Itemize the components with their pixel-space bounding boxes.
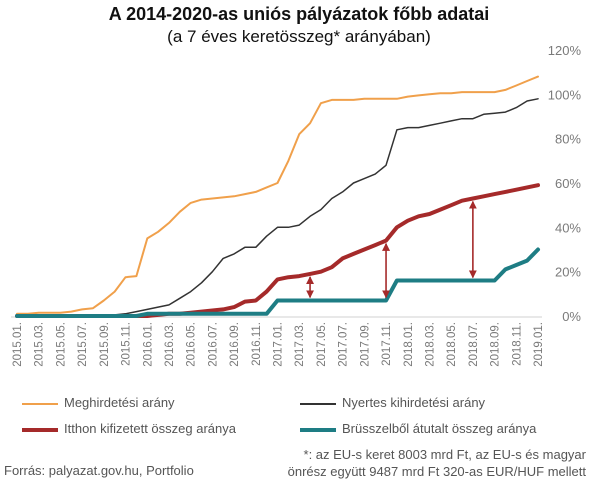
x-tick-label: 2015.09. bbox=[99, 322, 111, 367]
footnote-line-1: *: az EU-s keret 8003 mrd Ft, az EU-s és… bbox=[303, 447, 586, 462]
legend-label-meghirdetesi: Meghirdetési arány bbox=[64, 395, 175, 410]
legend-swatch-brusszel bbox=[300, 428, 336, 432]
y-tick-label: 60% bbox=[555, 176, 581, 191]
x-tick-label: 2015.07. bbox=[77, 322, 89, 367]
x-tick-label: 2018.07. bbox=[468, 322, 480, 367]
x-tick-label: 2017.07. bbox=[338, 322, 350, 367]
y-tick-label: 0% bbox=[562, 309, 581, 324]
x-tick-label: 2017.03. bbox=[294, 322, 306, 367]
x-tick-label: 2016.03. bbox=[164, 322, 176, 367]
footnote: *: az EU-s keret 8003 mrd Ft, az EU-s és… bbox=[288, 446, 586, 480]
legend-swatch-meghirdetesi bbox=[22, 403, 58, 405]
chart-title: A 2014-2020-as uniós pályázatok főbb ada… bbox=[108, 4, 490, 24]
legend-label-brusszel: Brüsszelből átutalt összeg aránya bbox=[342, 421, 537, 436]
x-tick-label: 2019.01. bbox=[533, 322, 545, 367]
x-tick-label: 2018.09. bbox=[490, 322, 502, 367]
y-tick-label: 120% bbox=[548, 43, 582, 58]
series-line-2 bbox=[16, 98, 539, 317]
legend-swatch-nyertes bbox=[300, 403, 336, 405]
x-tick-label: 2015.03. bbox=[34, 322, 46, 367]
x-tick-label: 2018.05. bbox=[446, 322, 458, 367]
x-tick-label: 2016.07. bbox=[207, 322, 219, 367]
x-tick-label: 2016.09. bbox=[229, 322, 241, 367]
x-tick-label: 2017.09. bbox=[359, 322, 371, 367]
series-line-1 bbox=[16, 75, 539, 315]
x-tick-label: 2018.11. bbox=[511, 322, 523, 366]
source-note: Forrás: palyazat.gov.hu, Portfolio bbox=[4, 463, 194, 478]
x-tick-label: 2018.01. bbox=[403, 322, 415, 367]
series-line-4 bbox=[15, 247, 540, 318]
chart-subtitle: (a 7 éves keretösszeg* arányában) bbox=[167, 27, 431, 46]
legend-label-itthon: Itthon kifizetett összeg aránya bbox=[64, 421, 236, 436]
x-tick-label: 2018.03. bbox=[424, 322, 436, 367]
x-tick-label: 2017.11. bbox=[381, 322, 393, 366]
y-tick-label: 100% bbox=[548, 87, 582, 102]
legend-swatch-itthon bbox=[22, 428, 58, 432]
x-tick-label: 2015.01. bbox=[12, 322, 24, 367]
x-tick-label: 2017.01. bbox=[273, 322, 285, 367]
y-tick-label: 40% bbox=[555, 220, 581, 235]
x-tick-label: 2017.05. bbox=[316, 322, 328, 367]
y-tick-label: 20% bbox=[555, 265, 581, 280]
footnote-line-2: önrész együtt 9487 mrd Ft 320-as EUR/HUF… bbox=[287, 464, 586, 479]
x-tick-label: 2016.05. bbox=[186, 322, 198, 367]
y-tick-label: 80% bbox=[555, 132, 581, 147]
x-tick-label: 2016.11. bbox=[251, 322, 263, 366]
x-tick-label: 2016.01. bbox=[142, 322, 154, 367]
x-tick-label: 2015.11. bbox=[121, 322, 133, 366]
x-tick-label: 2015.05. bbox=[55, 322, 67, 367]
legend-label-nyertes: Nyertes kihirdetési arány bbox=[342, 395, 486, 410]
series-line-3 bbox=[15, 183, 540, 318]
